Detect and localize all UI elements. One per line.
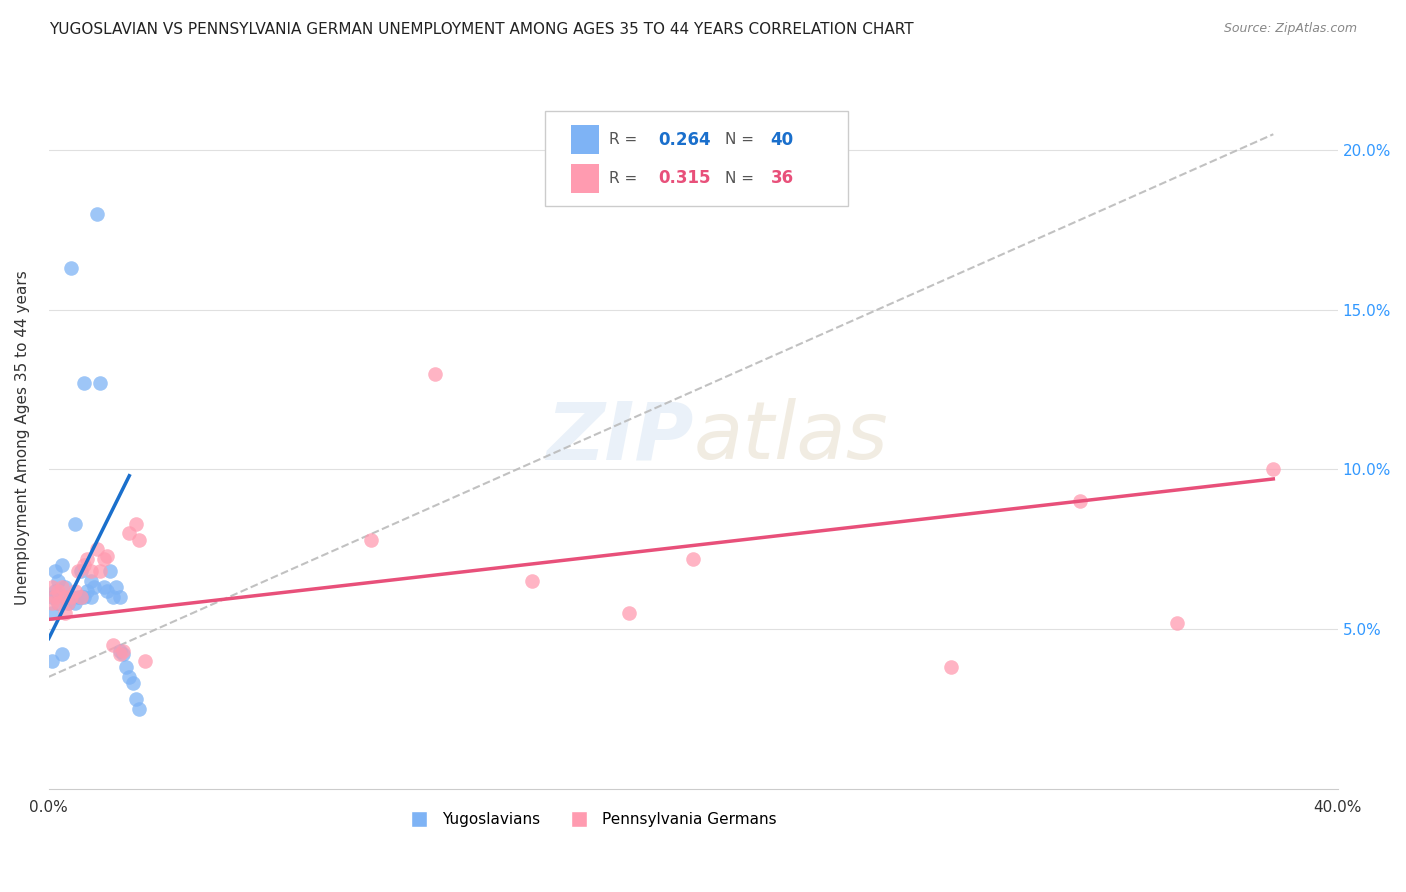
Text: 40: 40 [770,131,794,149]
Point [48,596,70,610]
Point [70,590,93,604]
Point [96,583,118,598]
Point [108,644,131,658]
Text: atlas: atlas [693,399,889,476]
Point [44,583,66,598]
Point [1166,615,1188,630]
Point [66,590,89,604]
Point [98,565,121,579]
Point [66,565,89,579]
Text: 36: 36 [770,169,794,187]
Point [41,654,63,668]
Point [134,654,156,668]
Text: R =: R = [609,132,638,147]
Point [60,590,83,604]
Bar [571,125,599,154]
Point [73,376,96,391]
Point [125,516,148,531]
Point [425,367,447,381]
Text: Source: ZipAtlas.com: Source: ZipAtlas.com [1223,22,1357,36]
Point [682,551,704,566]
Point [121,676,143,690]
Point [128,702,150,716]
Text: ZIP: ZIP [546,399,693,476]
Point [44,590,66,604]
Point [73,558,96,573]
Point [128,533,150,547]
Point [60,261,83,276]
Point [70,590,93,604]
Point [70,565,93,579]
Point [125,692,148,706]
Point [118,670,141,684]
Point [617,606,640,620]
Text: R =: R = [609,171,638,186]
Point [53,590,76,604]
Point [103,590,125,604]
Point [63,583,86,598]
Text: YUGOSLAVIAN VS PENNSYLVANIA GERMAN UNEMPLOYMENT AMONG AGES 35 TO 44 YEARS CORREL: YUGOSLAVIAN VS PENNSYLVANIA GERMAN UNEMP… [49,22,914,37]
Point [89,565,111,579]
Point [63,516,86,531]
Point [93,581,115,595]
Point [1069,494,1091,508]
Point [48,596,70,610]
Point [44,565,66,579]
Point [41,581,63,595]
Point [83,581,105,595]
Point [1263,462,1285,476]
Point [41,596,63,610]
Point [108,590,131,604]
Point [51,581,73,595]
Y-axis label: Unemployment Among Ages 35 to 44 years: Unemployment Among Ages 35 to 44 years [15,270,30,605]
Point [53,590,76,604]
Point [79,590,101,604]
Point [56,596,79,610]
Point [53,581,76,595]
Bar [571,163,599,193]
Text: N =: N = [725,171,755,186]
Point [56,596,79,610]
Point [111,648,134,662]
Point [118,526,141,541]
Point [86,542,108,557]
Point [105,581,128,595]
Point [93,551,115,566]
Text: N =: N = [725,132,755,147]
Legend: Yugoslavians, Pennsylvania Germans: Yugoslavians, Pennsylvania Germans [398,806,782,833]
FancyBboxPatch shape [546,111,848,206]
Point [76,583,98,598]
Point [111,644,134,658]
Point [96,549,118,563]
Point [76,551,98,566]
Text: 0.315: 0.315 [658,169,711,187]
Point [79,565,101,579]
Point [41,606,63,620]
Point [53,606,76,620]
Point [115,660,138,674]
Point [360,533,382,547]
Point [103,638,125,652]
Point [89,376,111,391]
Point [73,590,96,604]
Point [520,574,543,588]
Point [60,590,83,604]
Point [108,648,131,662]
Text: 0.264: 0.264 [658,131,711,149]
Point [51,558,73,573]
Point [48,574,70,588]
Point [51,648,73,662]
Point [79,574,101,588]
Point [48,583,70,598]
Point [86,207,108,221]
Point [63,596,86,610]
Point [939,660,962,674]
Point [41,590,63,604]
